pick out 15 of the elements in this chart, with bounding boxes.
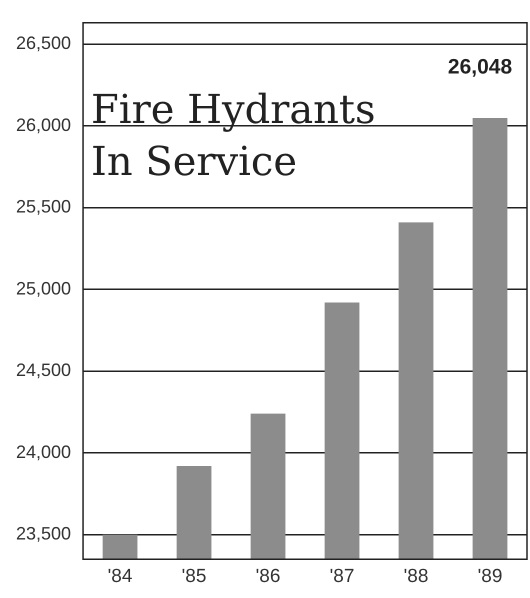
- y-tick-label: 24,500: [16, 360, 72, 380]
- x-tick-label: '85: [182, 566, 206, 587]
- x-tick-label: '87: [330, 566, 354, 587]
- data-label: 26,048: [448, 55, 512, 78]
- y-tick-label: 26,000: [16, 114, 72, 135]
- y-tick-label: 25,000: [16, 278, 72, 298]
- x-tick-label: '88: [404, 566, 428, 587]
- y-tick-label: 24,000: [16, 442, 72, 462]
- x-tick-label: '89: [478, 566, 502, 587]
- text: Fire Hydrants In Service: [91, 86, 376, 185]
- y-tick-label: 26,500: [16, 33, 72, 54]
- x-tick-label: '86: [256, 566, 280, 587]
- y-tick-label: 25,500: [16, 196, 72, 217]
- y-tick-label: 23,500: [16, 524, 72, 544]
- x-tick-label: '84: [108, 566, 133, 587]
